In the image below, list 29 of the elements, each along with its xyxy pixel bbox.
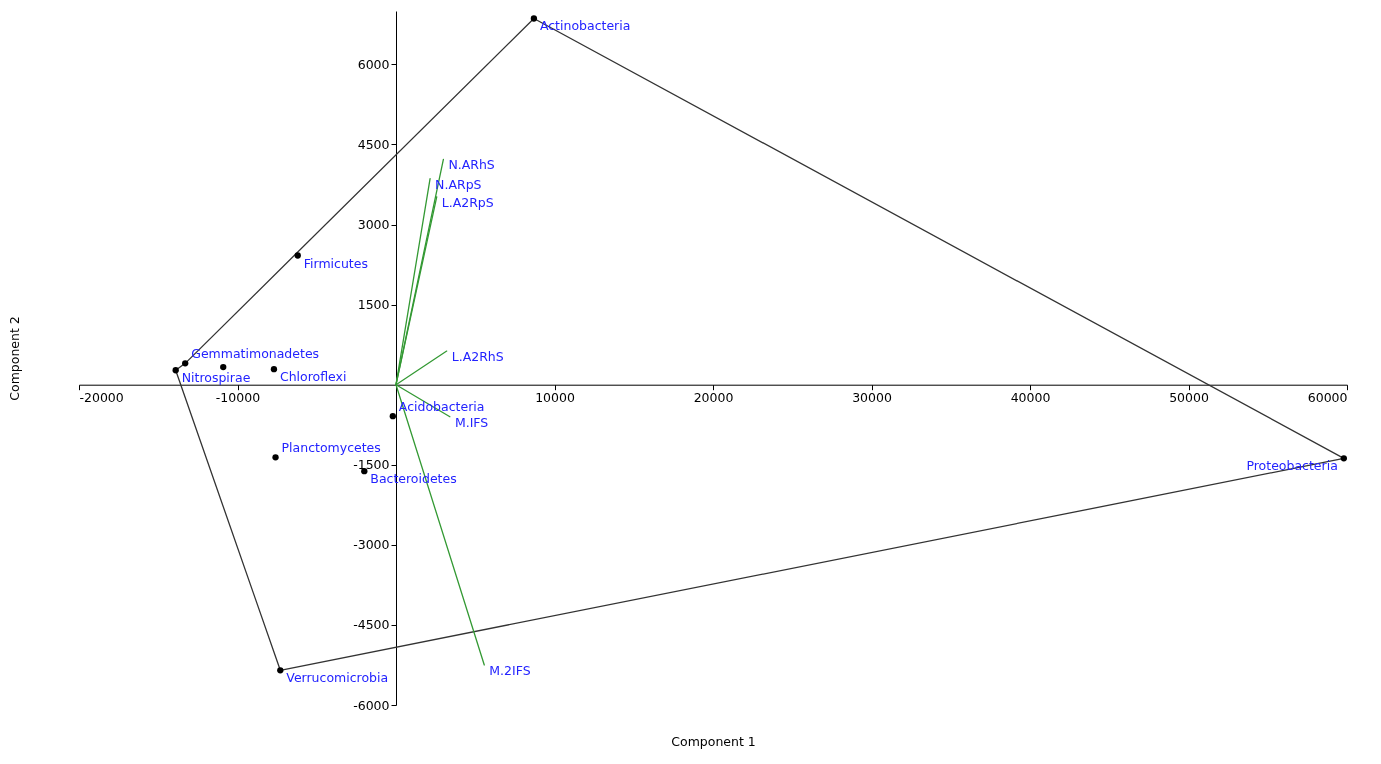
annotation: Nitrospirae: [181, 370, 251, 386]
series-label: L.A2RhS: [451, 349, 504, 365]
annotation: Planctomycetes: [281, 440, 381, 456]
series-label: M.2IFS: [489, 662, 531, 678]
x-tick-label: 60000: [1307, 390, 1348, 406]
x-tick-label: -20000: [79, 390, 124, 406]
series-label: L.A2RpS: [441, 194, 494, 210]
y-tick-label: -6000: [353, 697, 390, 713]
y-tick-label: 4500: [357, 136, 390, 152]
annotation: Chloroflexi: [279, 369, 347, 385]
annotation: Verrucomicrobia: [286, 670, 389, 686]
series-label: M.IFS: [454, 414, 489, 430]
y-tick-label: -3000: [353, 537, 390, 553]
x-axis-title: Component 1: [671, 733, 756, 749]
x-tick-label: 10000: [535, 390, 575, 406]
annotation: Gemmatimonadetes: [191, 346, 320, 362]
x-tick-label: 30000: [852, 390, 892, 406]
x-tick-label: 40000: [1010, 390, 1051, 406]
y-tick-label: -1500: [353, 457, 390, 473]
x-tick-label: 20000: [693, 390, 734, 406]
y-tick-label: -4500: [353, 617, 390, 633]
x-tick-label: 50000: [1169, 390, 1209, 406]
annotation: Firmicutes: [303, 255, 368, 271]
y-axis-title: Component 2: [6, 316, 22, 401]
x-tick-label: -10000: [215, 390, 261, 406]
series-label: N.ARhS: [448, 157, 495, 173]
y-tick-label: 6000: [357, 56, 390, 72]
y-tick-label: 3000: [357, 217, 390, 233]
y-tick-label: 1500: [357, 297, 390, 313]
